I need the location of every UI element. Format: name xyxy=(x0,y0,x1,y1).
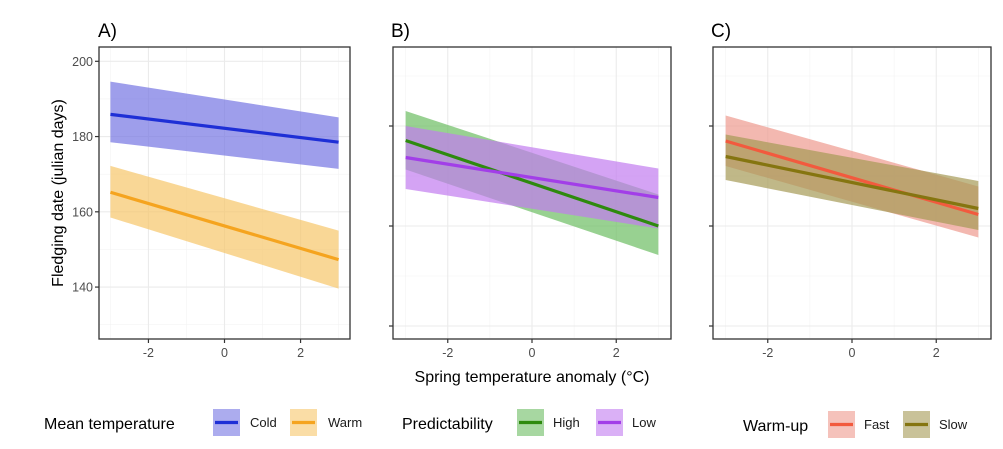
fit-line-slow xyxy=(725,154,979,211)
x-tick-label: 0 xyxy=(849,346,856,360)
legend-mean-temperature: Mean temperature Cold Warm xyxy=(44,409,362,436)
panel-c-axes: -2 0 2 xyxy=(709,125,940,360)
x-tick-label: 0 xyxy=(529,346,536,360)
legend-title: Predictability xyxy=(402,416,493,433)
panel-b: B) -2 0 2 xyxy=(389,21,672,360)
x-tick-label: -2 xyxy=(442,346,453,360)
panel-a-lines xyxy=(109,112,340,262)
fit-line-cold xyxy=(110,112,339,144)
legend-key-cold: Cold xyxy=(213,409,277,436)
x-tick-label: 0 xyxy=(221,346,228,360)
y-tick-label: 180 xyxy=(72,130,93,144)
legend-label-high: High xyxy=(553,415,580,430)
legend-warm-up: Warm-up Fast Slow xyxy=(743,411,968,438)
panel-b-lines xyxy=(405,138,659,228)
fit-line-low xyxy=(405,155,659,200)
x-tick-label: 2 xyxy=(933,346,940,360)
legend-key-warm: Warm xyxy=(290,409,362,436)
panel-a: A) -2 0 2 140 160 180 200 xyxy=(72,21,351,360)
x-tick-label: 2 xyxy=(297,346,304,360)
y-axis-title: Fledging date (julian days) xyxy=(50,99,67,287)
x-tick-label: 2 xyxy=(613,346,620,360)
y-tick-label: 160 xyxy=(72,205,93,219)
legend-label-slow: Slow xyxy=(939,417,968,432)
panel-c-lines xyxy=(725,139,979,217)
y-tick-label: 140 xyxy=(72,281,93,295)
x-tick-label: -2 xyxy=(762,346,773,360)
panel-c: C) -2 0 2 xyxy=(709,21,992,360)
legend-title: Mean temperature xyxy=(44,416,175,433)
legend-predictability: Predictability High Low xyxy=(402,409,656,436)
x-tick-label: -2 xyxy=(143,346,154,360)
legend-label-cold: Cold xyxy=(250,415,277,430)
panel-c-title: C) xyxy=(711,21,731,42)
y-tick-label: 200 xyxy=(72,55,93,69)
legend-key-high: High xyxy=(517,409,580,436)
fit-line-high xyxy=(405,138,659,228)
ci-band-cold xyxy=(110,81,339,169)
fit-line-warm xyxy=(109,190,340,262)
legend-label-fast: Fast xyxy=(864,417,890,432)
legend-key-fast: Fast xyxy=(828,411,890,438)
fit-line-fast xyxy=(725,139,979,217)
legend-label-warm: Warm xyxy=(328,415,362,430)
legend-title: Warm-up xyxy=(743,418,808,435)
panel-a-title: A) xyxy=(98,21,117,42)
legend-label-low: Low xyxy=(632,415,656,430)
x-axis-title: Spring temperature anomaly (°C) xyxy=(415,369,650,386)
legend-key-slow: Slow xyxy=(903,411,968,438)
panel-b-title: B) xyxy=(391,21,410,42)
panel-b-axes: -2 0 2 xyxy=(389,125,620,360)
legend-key-low: Low xyxy=(596,409,656,436)
panel-a-axes: -2 0 2 140 160 180 200 xyxy=(72,55,304,360)
